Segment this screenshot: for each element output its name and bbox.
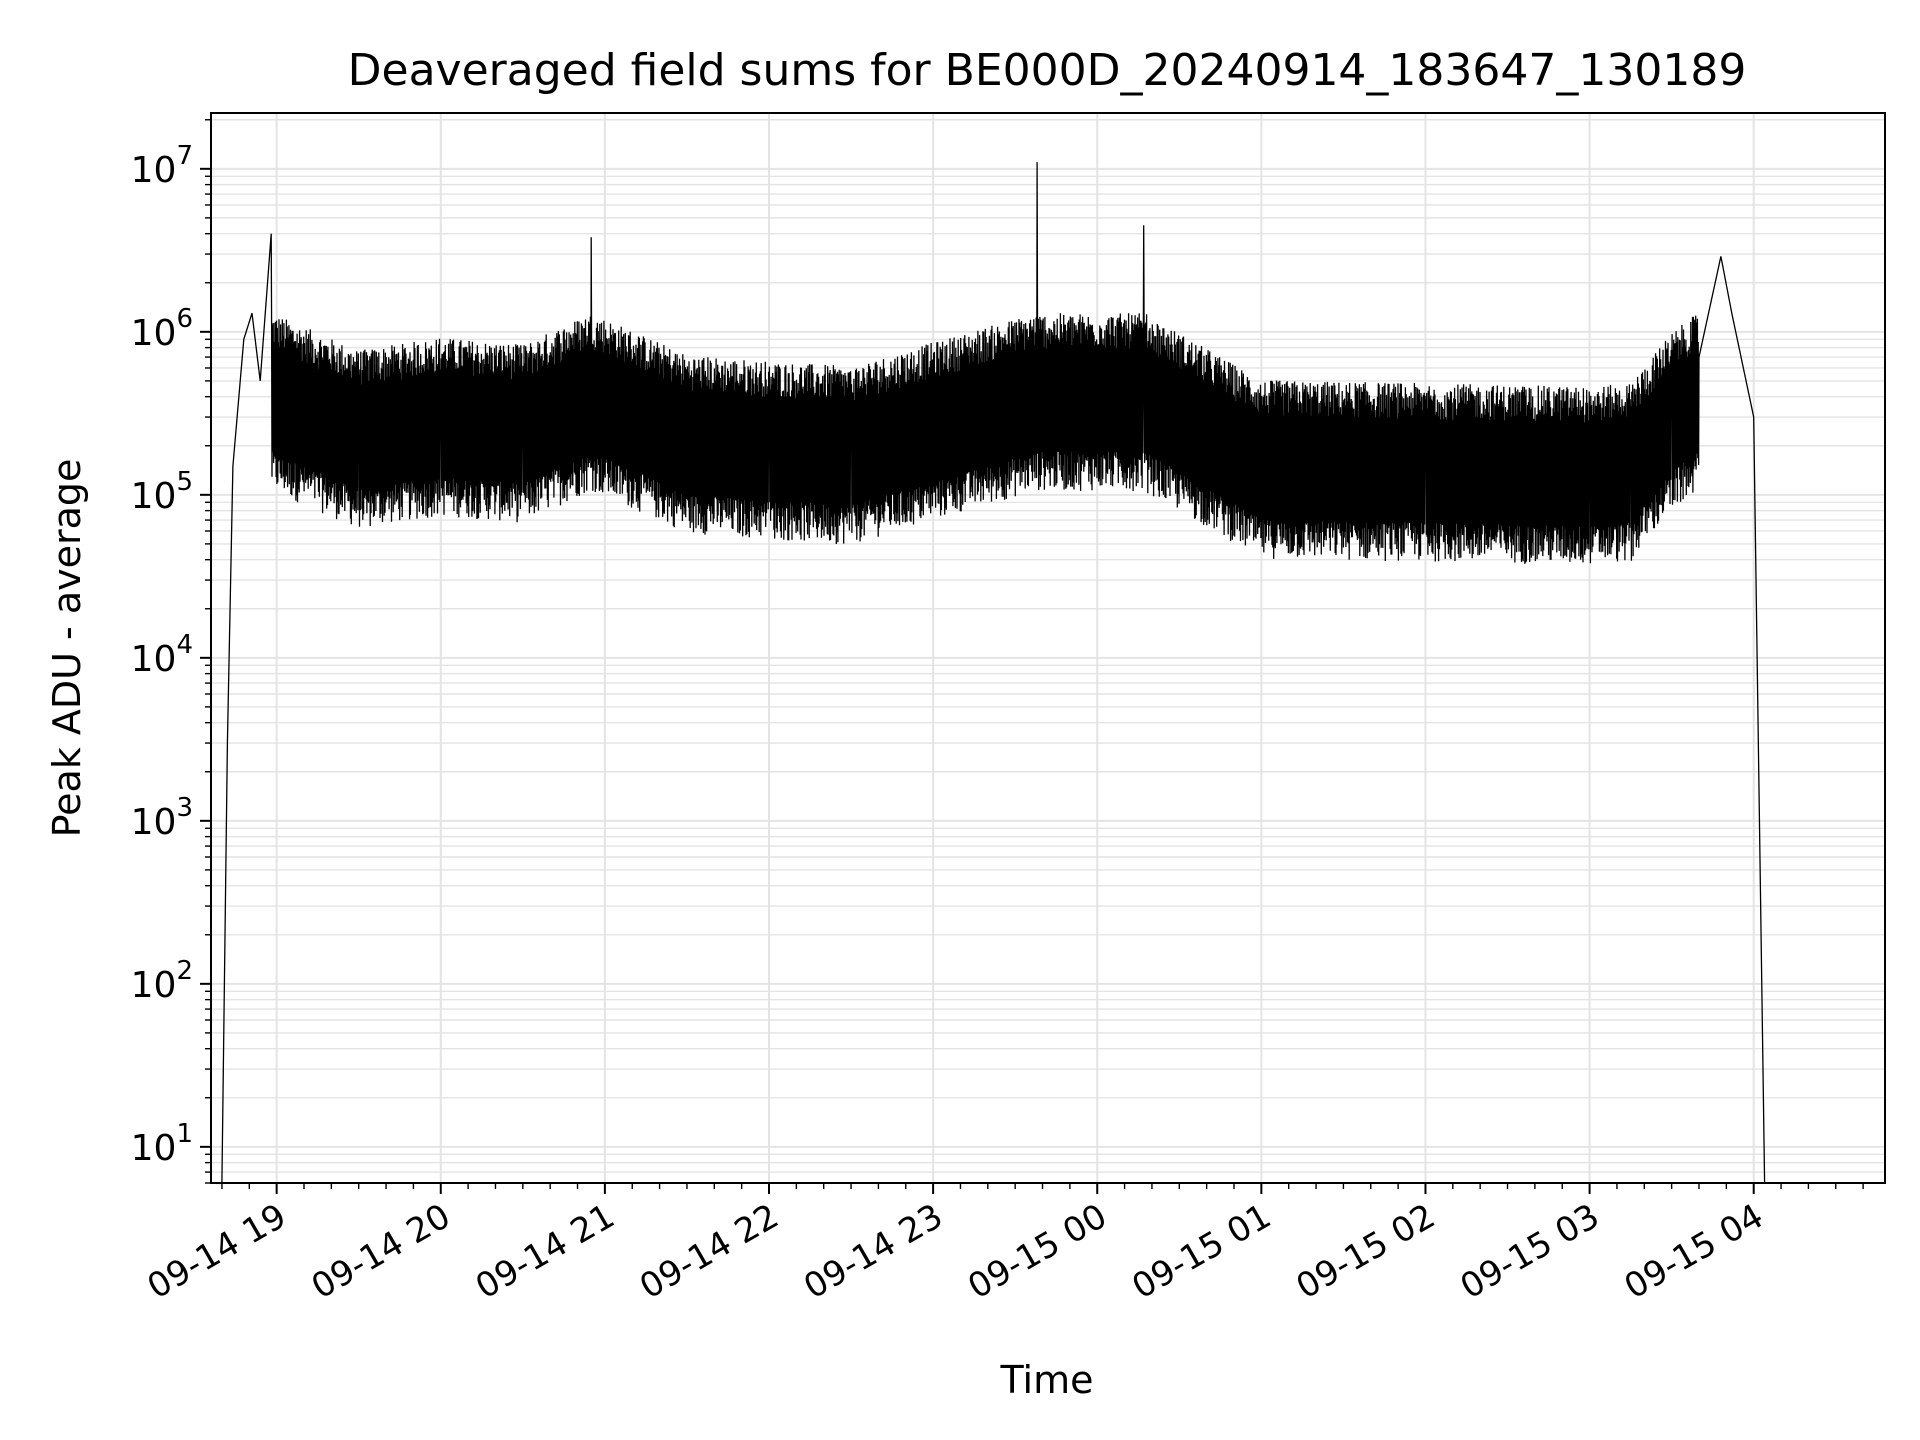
y-tick-label-base: 10 [131,150,177,191]
y-axis-label: Peak ADU - average [45,459,89,838]
y-tick-label: 103 [131,793,193,843]
y-tick-label-exponent: 2 [176,956,193,986]
y-tick-label-exponent: 1 [176,1119,193,1149]
y-tick-label-base: 10 [131,1128,177,1169]
plot-frame [210,112,1886,1184]
y-tick-label: 102 [131,956,193,1006]
y-tick-label-exponent: 3 [176,793,193,823]
y-tick-label-exponent: 7 [176,141,193,171]
y-tick-label: 101 [131,1119,193,1169]
y-tick-label: 106 [131,304,193,354]
y-tick-label-base: 10 [131,639,177,680]
y-tick-label: 105 [131,467,193,517]
y-tick-label-base: 10 [131,313,177,354]
y-tick-label-base: 10 [131,965,177,1006]
x-axis-label: Time [1000,1358,1094,1402]
y-tick-label: 107 [131,141,193,191]
series-line [221,162,1766,1184]
y-tick-label-base: 10 [131,802,177,843]
y-tick-label-exponent: 6 [176,304,193,334]
y-tick-label-exponent: 4 [176,630,193,660]
chart-title: Deaveraged field sums for BE000D_2024091… [348,45,1747,96]
y-tick-label: 104 [131,630,193,680]
y-tick-label-exponent: 5 [176,467,193,497]
y-tick-label-base: 10 [131,476,177,517]
